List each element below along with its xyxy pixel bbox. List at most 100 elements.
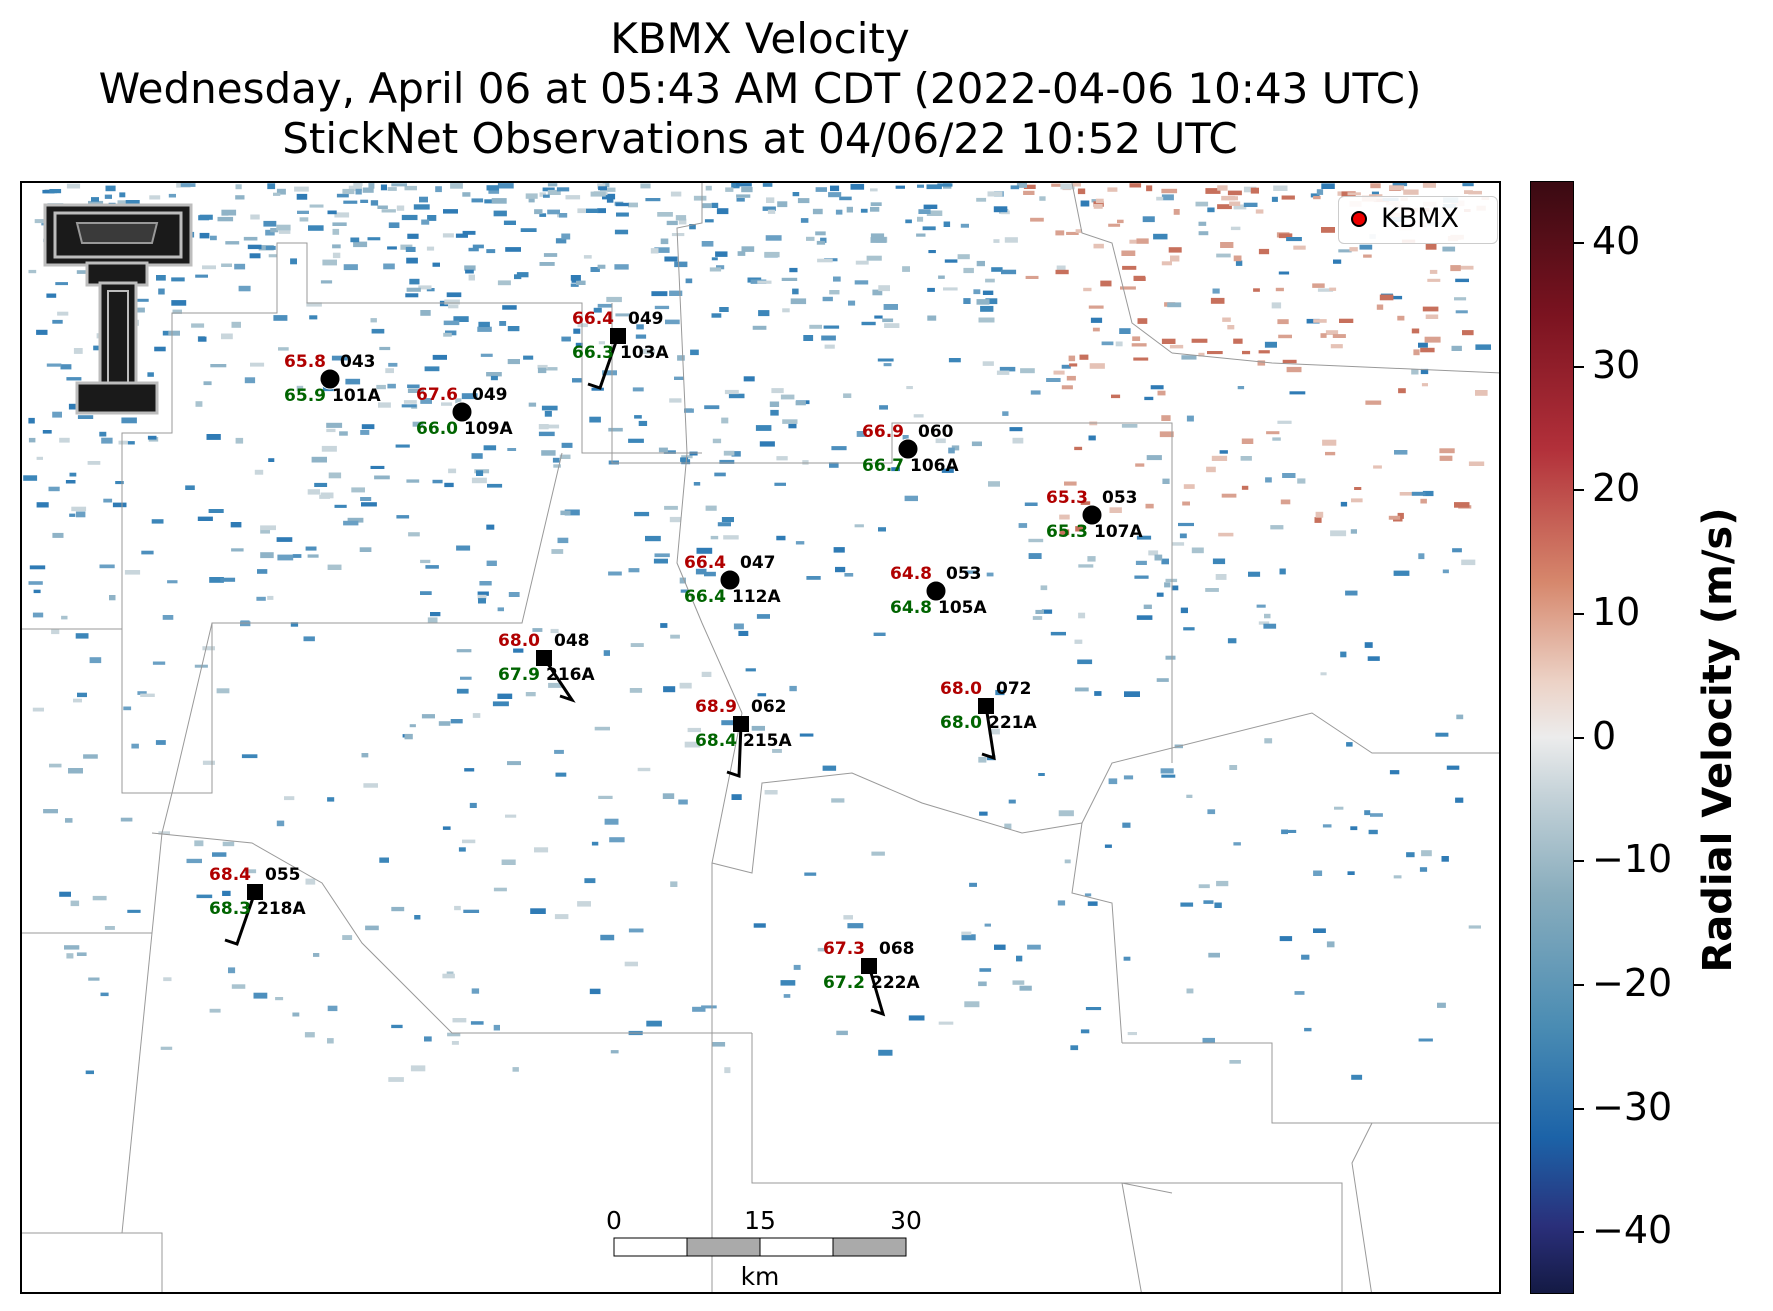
- station-plot[interactable]: 68.0 68.0 072 221A: [940, 679, 1037, 761]
- radar-gate: [982, 361, 994, 366]
- radar-gate: [486, 372, 502, 377]
- radar-gate: [1186, 415, 1194, 422]
- radar-gate: [421, 714, 435, 719]
- station-plot[interactable]: 68.0 67.9 048 216A: [498, 631, 595, 703]
- radar-gate: [250, 214, 260, 220]
- radar-gate: [771, 388, 784, 394]
- radar-gate: [231, 984, 246, 989]
- radar-gate: [448, 468, 457, 474]
- radar-gate: [591, 841, 599, 846]
- county-boundary: [1351, 1122, 1373, 1292]
- radar-gate: [1422, 490, 1434, 497]
- station-plot[interactable]: 65.3 65.3 053 107A: [1046, 488, 1143, 542]
- radar-gate: [993, 239, 1000, 243]
- radar-gate: [342, 935, 353, 940]
- radar-gate: [821, 335, 836, 341]
- wind-barb: [867, 965, 886, 1017]
- radar-gate: [505, 247, 521, 252]
- radar-gate: [1241, 438, 1254, 444]
- radar-gate: [709, 267, 722, 272]
- radar-gate: [238, 285, 251, 292]
- county-boundary: [711, 712, 743, 1292]
- radar-gate: [1088, 435, 1096, 441]
- radar-gate: [544, 367, 558, 371]
- radar-gate: [1207, 809, 1216, 815]
- station-plot[interactable]: 67.6 66.0 049 109A: [416, 385, 513, 439]
- colorbar-tick-label: −10: [1592, 837, 1673, 882]
- colorbar-tick-label: 40: [1592, 218, 1641, 263]
- radar-gate: [996, 370, 1010, 375]
- radar-gate: [530, 908, 546, 914]
- colorbar-tick-mark: [1574, 241, 1584, 244]
- radar-gate: [1468, 190, 1482, 195]
- radar-gate: [303, 636, 315, 642]
- radar-gate: [321, 445, 337, 452]
- radar-gate: [547, 209, 560, 215]
- radar-gate: [151, 519, 164, 524]
- radar-gate: [1181, 355, 1197, 360]
- radar-gate: [598, 186, 607, 191]
- station-wind-direction: 043: [340, 352, 376, 372]
- radar-gate: [1233, 338, 1243, 344]
- radar-gate: [353, 241, 368, 248]
- radar-gate: [1004, 823, 1012, 829]
- scale-tick-label: 0: [606, 1206, 622, 1235]
- station-plot[interactable]: 66.4 66.3 049 103A: [572, 309, 669, 390]
- station-plot[interactable]: 64.8 64.8 053 105A: [890, 564, 987, 618]
- radar-gate: [456, 545, 471, 551]
- radar-gate: [1439, 448, 1455, 454]
- radar-gate: [247, 244, 262, 250]
- radar-gate: [654, 305, 670, 310]
- station-temperature: 64.8: [890, 564, 932, 584]
- map-panel[interactable]: 65.8 65.9 043 101A 67.6 66.0 049 109A 66.4 66.3 04…: [20, 181, 1501, 1294]
- wind-barb: [224, 891, 257, 946]
- radar-gate: [1205, 588, 1219, 592]
- radar-gate: [305, 878, 316, 885]
- radar-gate: [782, 419, 798, 424]
- radar-gate: [766, 197, 775, 203]
- radar-gate: [1080, 501, 1091, 505]
- station-plot[interactable]: 65.8 65.9 043 101A: [284, 352, 381, 406]
- radar-gate: [1233, 255, 1242, 262]
- radar-gate: [112, 502, 127, 508]
- radar-gate: [1422, 306, 1439, 312]
- radar-gate: [140, 693, 155, 697]
- colorbar-tick-mark: [1574, 860, 1584, 863]
- radar-gate: [405, 293, 419, 298]
- radar-gate: [638, 420, 648, 426]
- station-plot[interactable]: 66.4 66.4 047 112A: [684, 553, 781, 607]
- radar-gate: [991, 267, 1003, 272]
- radar-gate: [1389, 185, 1405, 191]
- radar-gate: [705, 505, 717, 511]
- radar-gate: [339, 431, 348, 436]
- radar-gate: [206, 434, 221, 440]
- radar-gate: [420, 398, 432, 404]
- station-plot[interactable]: 68.9 68.4 062 215A: [695, 697, 792, 779]
- station-plot[interactable]: 66.9 66.7 060 106A: [862, 422, 959, 476]
- radar-gate: [73, 348, 83, 354]
- radar-gate: [443, 332, 452, 337]
- radar-gate: [922, 226, 936, 231]
- radar-gate: [420, 310, 431, 316]
- radar-gate: [1279, 568, 1286, 575]
- radar-gate: [202, 760, 215, 765]
- radar-gate: [1061, 385, 1073, 390]
- radar-gate: [1455, 278, 1469, 283]
- radar-gate: [208, 509, 224, 513]
- radar-gate: [470, 1021, 484, 1025]
- radar-gate: [705, 185, 712, 191]
- radar-gate: [795, 400, 806, 406]
- station-plot[interactable]: 68.4 68.3 055 218A: [209, 865, 306, 946]
- radar-gate: [1028, 538, 1044, 543]
- radar-gate: [800, 218, 809, 223]
- radar-gate: [765, 235, 782, 241]
- radar-gate: [343, 264, 358, 271]
- radar-gate: [450, 183, 463, 189]
- station-plot[interactable]: 67.3 67.2 068 222A: [823, 939, 920, 1017]
- radar-gate: [1397, 512, 1404, 519]
- radar-gate: [235, 184, 242, 190]
- radar-gate: [1278, 271, 1290, 275]
- title-radar: KBMX Velocity: [610, 14, 910, 63]
- radar-gate: [180, 183, 196, 187]
- radar-gate: [469, 802, 477, 808]
